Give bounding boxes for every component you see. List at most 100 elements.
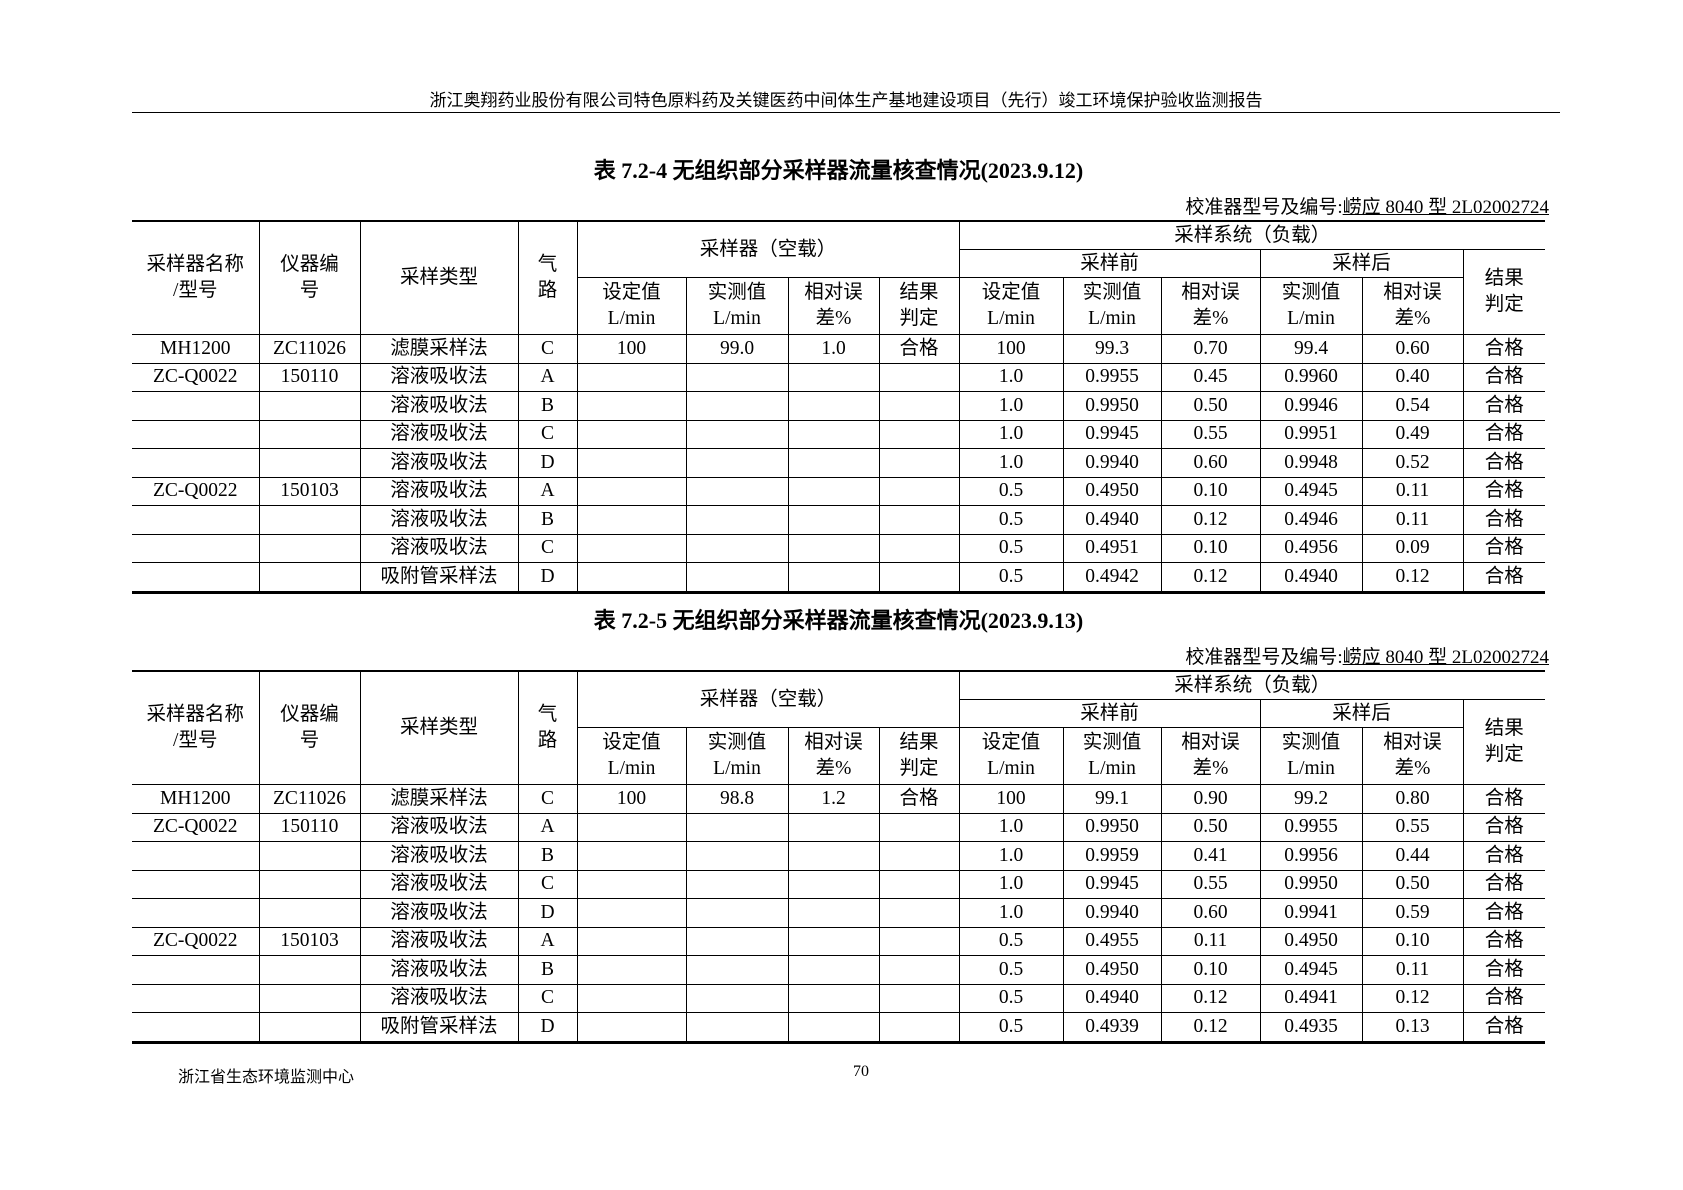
cell-idle-set bbox=[576, 869, 687, 899]
cell-before-set: 0.5 bbox=[958, 533, 1064, 563]
col-header-system: 采样系统（负载） bbox=[958, 670, 1546, 700]
cell-sampler-model bbox=[132, 1012, 260, 1043]
cell-idle-judge bbox=[878, 419, 960, 449]
cell-idle-error bbox=[787, 362, 880, 392]
cell-before-set: 1.0 bbox=[958, 448, 1064, 478]
cell-sampling-type: 溶液吸收法 bbox=[359, 926, 519, 956]
col-header-after: 采样后 bbox=[1259, 249, 1464, 278]
cell-gas-path: B bbox=[517, 841, 578, 871]
cell-idle-error bbox=[787, 391, 880, 421]
cell-after-measured: 0.9955 bbox=[1259, 812, 1363, 842]
cell-idle-set bbox=[576, 1012, 687, 1043]
cell-before-error: 0.10 bbox=[1160, 955, 1261, 985]
col-header-idle: 采样器（空载） bbox=[576, 220, 960, 278]
cell-before-measured: 0.4942 bbox=[1062, 562, 1162, 593]
col-header-after-measured: 实测值 L/min bbox=[1259, 727, 1363, 785]
cell-idle-error bbox=[787, 841, 880, 871]
calibrator-value: 崂应 8040 型 2L02002724 bbox=[1342, 647, 1549, 668]
cell-idle-set bbox=[576, 812, 687, 842]
table-2-title: 表 7.2-5 无组织部分采样器流量核查情况(2023.9.13) bbox=[593, 608, 1084, 633]
col-header-idle-judge: 结果 判定 bbox=[878, 277, 960, 335]
cell-before-measured: 0.9955 bbox=[1062, 362, 1162, 392]
cell-after-measured: 99.4 bbox=[1259, 334, 1363, 364]
cell-instrument-id: 150103 bbox=[258, 476, 361, 506]
cell-after-measured: 0.4940 bbox=[1259, 562, 1363, 593]
col-header-before: 采样前 bbox=[959, 249, 1261, 278]
cell-idle-measured bbox=[685, 362, 789, 392]
cell-after-error: 0.12 bbox=[1361, 562, 1464, 593]
cell-before-measured: 0.4951 bbox=[1062, 533, 1162, 563]
cell-idle-judge bbox=[878, 505, 960, 535]
col-header-name: 采样器名称/型号 bbox=[132, 220, 260, 335]
cell-instrument-id: 150103 bbox=[258, 926, 361, 956]
cell-before-set: 1.0 bbox=[958, 362, 1064, 392]
cell-idle-measured bbox=[685, 533, 789, 563]
calibrator-value: 崂应 8040 型 2L02002724 bbox=[1342, 197, 1549, 218]
cell-instrument-id bbox=[258, 869, 361, 899]
cell-idle-measured: 99.0 bbox=[685, 334, 789, 364]
cell-before-error: 0.55 bbox=[1160, 869, 1261, 899]
flow-check-table-2: 采样器名称/型号 仪器编号采样类型气路采样器（空载） 采样系统（负载） 采样前 采样后结… bbox=[132, 670, 1546, 1044]
cell-before-set: 0.5 bbox=[958, 505, 1064, 535]
cell-after-error: 0.59 bbox=[1361, 898, 1464, 928]
table-row: ZC-Q0022 150110 溶液吸收法 A 1.0 0.9955 0.45 0.9960 0… bbox=[132, 362, 1546, 392]
cell-idle-set bbox=[576, 533, 687, 563]
cell-after-measured: 0.4945 bbox=[1259, 955, 1363, 985]
cell-idle-error bbox=[787, 812, 880, 842]
cell-idle-set bbox=[576, 955, 687, 985]
cell-gas-path: C bbox=[517, 983, 578, 1013]
cell-sampler-model: ZC-Q0022 bbox=[132, 926, 260, 956]
cell-result: 合格 bbox=[1462, 391, 1546, 421]
cell-result: 合格 bbox=[1462, 983, 1546, 1013]
cell-after-error: 0.54 bbox=[1361, 391, 1464, 421]
cell-idle-set: 100 bbox=[576, 334, 687, 364]
col-header-idle-judge: 结果 判定 bbox=[878, 727, 960, 785]
cell-instrument-id: 150110 bbox=[258, 812, 361, 842]
col-header-before-error: 相对误 差% bbox=[1160, 727, 1261, 785]
cell-sampling-type: 溶液吸收法 bbox=[359, 391, 519, 421]
table-row: 溶液吸收法 C 0.5 0.4940 0.12 0.4941 0.12 合格 bbox=[132, 983, 1546, 1013]
table-1-title: 表 7.2-4 无组织部分采样器流量核查情况(2023.9.12) bbox=[593, 158, 1084, 183]
cell-before-error: 0.10 bbox=[1160, 533, 1261, 563]
col-header-after-measured: 实测值 L/min bbox=[1259, 277, 1363, 335]
cell-after-measured: 0.9956 bbox=[1259, 841, 1363, 871]
col-header-before-measured: 实测值 L/min bbox=[1062, 727, 1162, 785]
cell-after-measured: 0.9946 bbox=[1259, 391, 1363, 421]
cell-sampler-model bbox=[132, 419, 260, 449]
cell-idle-set bbox=[576, 505, 687, 535]
cell-idle-judge bbox=[878, 898, 960, 928]
table-row: MH1200 ZC11026 滤膜采样法 C 100 98.8 1.2 合格 100 99.1 0.… bbox=[132, 784, 1546, 814]
cell-idle-error bbox=[787, 983, 880, 1013]
cell-result: 合格 bbox=[1462, 926, 1546, 956]
cell-result: 合格 bbox=[1462, 955, 1546, 985]
cell-result: 合格 bbox=[1462, 334, 1546, 364]
footer-org: 浙江省生态环境监测中心 bbox=[178, 1069, 355, 1086]
cell-gas-path: C bbox=[517, 869, 578, 899]
cell-idle-judge bbox=[878, 841, 960, 871]
cell-idle-judge bbox=[878, 955, 960, 985]
cell-after-error: 0.52 bbox=[1361, 448, 1464, 478]
table-1-calibrator: 校准器型号及编号:崂应 8040 型 2L02002724 bbox=[1185, 197, 1549, 218]
cell-after-error: 0.55 bbox=[1361, 812, 1464, 842]
cell-gas-path: D bbox=[517, 562, 578, 593]
cell-sampler-model bbox=[132, 841, 260, 871]
cell-after-error: 0.49 bbox=[1361, 419, 1464, 449]
cell-before-error: 0.12 bbox=[1160, 1012, 1261, 1043]
cell-after-error: 0.11 bbox=[1361, 955, 1464, 985]
cell-sampling-type: 溶液吸收法 bbox=[359, 505, 519, 535]
cell-idle-error bbox=[787, 562, 880, 593]
cell-idle-error bbox=[787, 955, 880, 985]
cell-idle-error bbox=[787, 898, 880, 928]
cell-after-error: 0.11 bbox=[1361, 476, 1464, 506]
cell-idle-measured bbox=[685, 898, 789, 928]
cell-idle-set bbox=[576, 419, 687, 449]
cell-before-error: 0.90 bbox=[1160, 784, 1261, 814]
cell-idle-measured bbox=[685, 983, 789, 1013]
cell-sampler-model: ZC-Q0022 bbox=[132, 362, 260, 392]
cell-idle-judge bbox=[878, 562, 960, 593]
cell-sampler-model bbox=[132, 898, 260, 928]
cell-sampling-type: 溶液吸收法 bbox=[359, 448, 519, 478]
cell-idle-measured bbox=[685, 955, 789, 985]
cell-after-error: 0.13 bbox=[1361, 1012, 1464, 1043]
cell-idle-measured bbox=[685, 841, 789, 871]
